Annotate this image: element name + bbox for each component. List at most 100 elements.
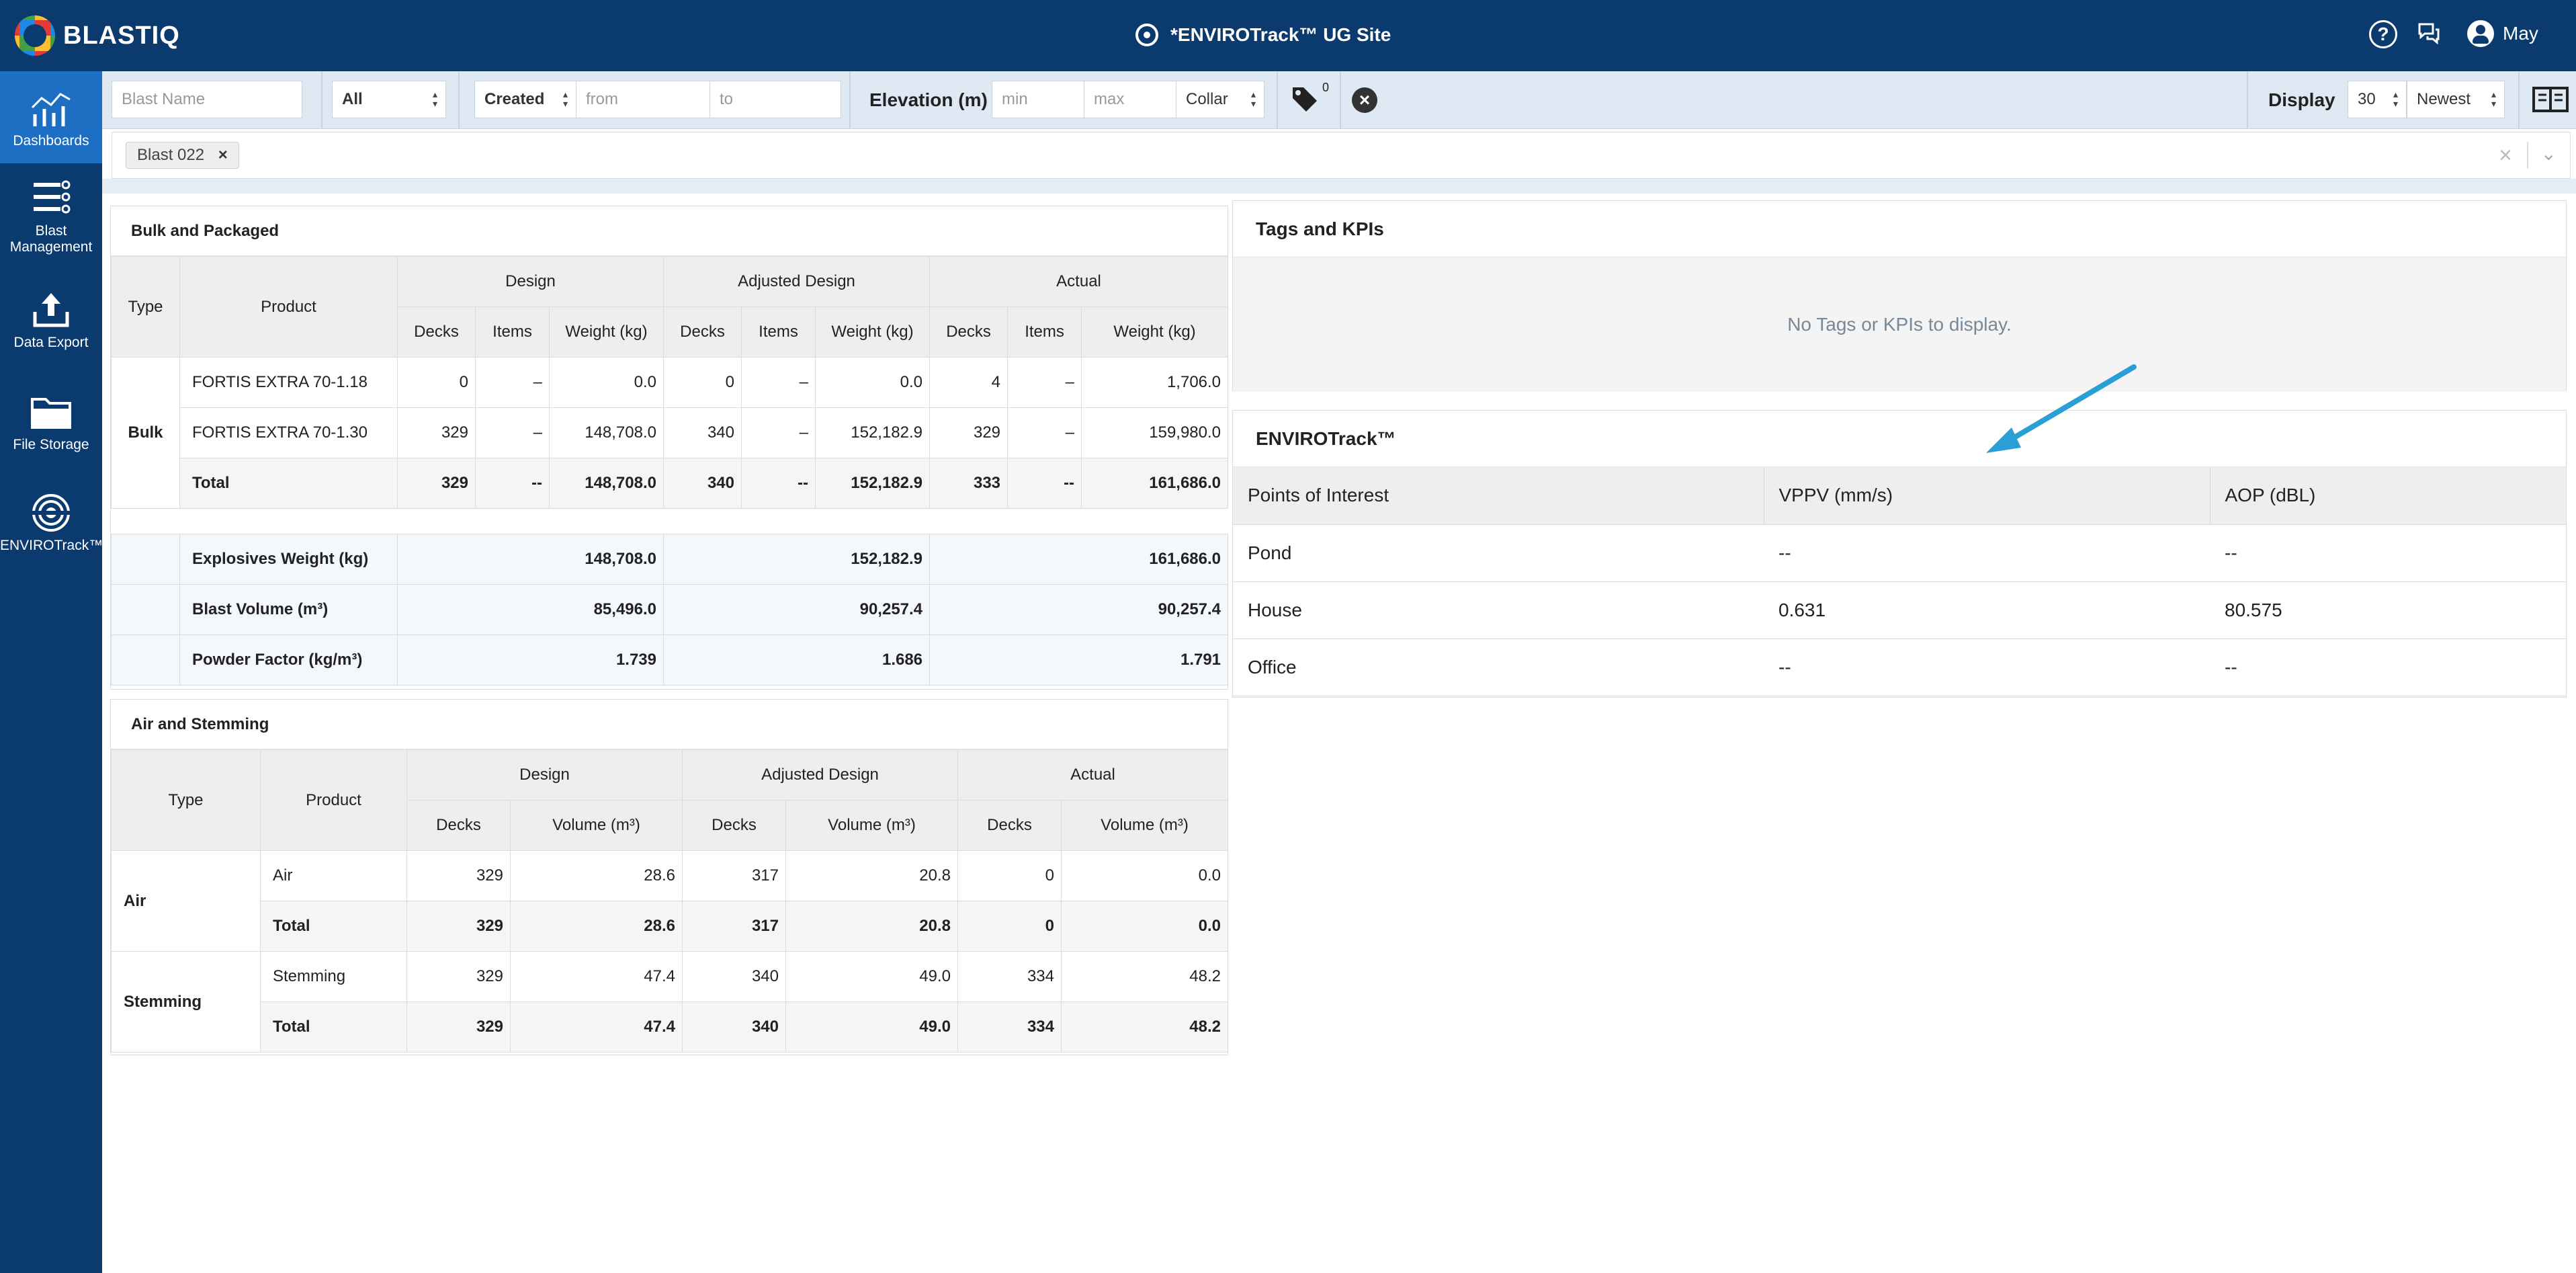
cell: 1.791 xyxy=(929,634,1229,686)
summary-label: Blast Volume (m³) xyxy=(179,584,398,635)
cell: 20.8 xyxy=(785,901,958,952)
sidebar-item-dashboards[interactable]: Dashboards xyxy=(0,71,102,163)
sidebar-item-envirotrack[interactable]: ENVIROTrack™ xyxy=(0,493,103,554)
col-decks: Decks xyxy=(397,306,476,358)
chip-label: Blast 022 xyxy=(137,146,205,164)
chip-remove-icon[interactable]: × xyxy=(218,146,228,164)
sidebar: Dashboards Blast Management Data Export … xyxy=(0,71,103,1273)
cell: 0.631 xyxy=(1764,581,2210,639)
site-title: *ENVIROTrack™ UG Site xyxy=(1170,24,1391,45)
cell: -- xyxy=(1764,524,2210,582)
app-logo[interactable]: BLASTIQ xyxy=(15,15,180,56)
filter-divider xyxy=(2518,71,2520,129)
cell: 47.4 xyxy=(510,951,683,1002)
elevation-min-input[interactable]: min xyxy=(992,81,1084,118)
cell: 0 xyxy=(397,357,476,408)
user-name[interactable]: May xyxy=(2503,23,2538,44)
cell: 161,686.0 xyxy=(929,534,1229,585)
location-target-icon xyxy=(1135,24,1158,46)
table-row: Office -- -- xyxy=(1233,639,2566,696)
table-row: Pond -- -- xyxy=(1233,524,2566,582)
col-actual: Actual xyxy=(929,256,1229,307)
cell: 148,708.0 xyxy=(549,458,664,509)
summary-row: Powder Factor (kg/m³) 1.739 1.686 1.791 xyxy=(111,634,1229,686)
cell: 161,686.0 xyxy=(1081,458,1229,509)
site-selector[interactable]: *ENVIROTrack™ UG Site xyxy=(1135,17,1391,52)
product-cell: Total xyxy=(260,1001,407,1053)
table-row: Air Air 329 28.6 317 20.8 0 0.0 xyxy=(111,850,1229,952)
elevation-label: Elevation (m) xyxy=(869,89,988,110)
selected-blasts-field[interactable]: Blast 022 × × ⌄ xyxy=(112,132,2571,179)
envirotrack-panel: ENVIROTrack™ Points of Interest VPPV (mm… xyxy=(1232,410,2567,698)
cell: 48.2 xyxy=(1060,951,1229,1002)
col-points-of-interest: Points of Interest xyxy=(1233,467,1764,525)
col-type: Type xyxy=(111,256,180,358)
help-icon[interactable]: ? xyxy=(2369,20,2397,48)
date-field-select[interactable]: Created xyxy=(474,81,576,118)
filter-divider xyxy=(849,71,851,129)
file-storage-icon xyxy=(28,393,74,432)
filter-divider xyxy=(458,71,460,129)
sidebar-item-file-storage[interactable]: File Storage xyxy=(0,393,102,453)
summary-row: Blast Volume (m³) 85,496.0 90,257.4 90,2… xyxy=(111,584,1229,635)
tags-kpis-panel: Tags and KPIs No Tags or KPIs to display… xyxy=(1232,200,2567,392)
panel-title: Air and Stemming xyxy=(111,700,1228,749)
support-chat-icon[interactable] xyxy=(2415,20,2442,47)
sort-order-select[interactable]: Newest xyxy=(2407,81,2505,118)
cell: 85,496.0 xyxy=(397,584,664,635)
cell: 0.0 xyxy=(1060,850,1229,901)
cell: – xyxy=(475,407,550,458)
total-row: Total 329 28.6 317 20.8 0 0.0 xyxy=(112,901,1229,952)
summary-label: Powder Factor (kg/m³) xyxy=(179,634,398,686)
product-cell: Stemming xyxy=(260,951,407,1002)
panel-title: ENVIROTrack™ xyxy=(1233,411,2566,467)
tag-count: 0 xyxy=(1322,81,1330,94)
col-items: Items xyxy=(1007,306,1082,358)
cell: 28.6 xyxy=(510,901,683,952)
air-stemming-table: Type Product Design Adjusted Design Actu… xyxy=(111,749,1229,1053)
cell: – xyxy=(475,357,550,408)
tag-filter-icon[interactable] xyxy=(1290,85,1320,114)
cell: 317 xyxy=(682,901,786,952)
cell: 340 xyxy=(663,407,742,458)
col-design: Design xyxy=(406,749,683,800)
cell: 152,182.9 xyxy=(814,407,931,458)
clear-filters-icon[interactable]: × xyxy=(1352,87,1381,117)
chiprow-divider xyxy=(2527,142,2528,169)
status-select[interactable]: All xyxy=(332,81,446,118)
poi-cell: Pond xyxy=(1233,524,1764,582)
cell: -- xyxy=(475,458,550,509)
cell: 329 xyxy=(406,1001,511,1053)
panel-title: Tags and KPIs xyxy=(1233,201,2566,257)
product-cell: Air xyxy=(260,850,407,901)
blank-cell xyxy=(111,534,180,585)
sidebar-item-data-export[interactable]: Data Export xyxy=(0,290,102,351)
elevation-reference-select[interactable]: Collar xyxy=(1176,81,1264,118)
cell: 148,708.0 xyxy=(549,407,664,458)
chevron-down-icon[interactable]: ⌄ xyxy=(2540,143,2557,164)
filter-divider xyxy=(1340,71,1341,129)
cell: 329 xyxy=(397,458,476,509)
cell: – xyxy=(741,407,816,458)
date-to-input[interactable]: to xyxy=(710,81,841,118)
blank-cell xyxy=(111,584,180,635)
col-volume: Volume (m³) xyxy=(1060,800,1229,851)
sidebar-item-label: File Storage xyxy=(13,437,89,452)
col-decks: Decks xyxy=(957,800,1062,851)
product-cell: Total xyxy=(260,901,407,952)
logo-text: BLASTIQ xyxy=(63,21,180,50)
cell: – xyxy=(741,357,816,408)
user-avatar-icon[interactable] xyxy=(2467,20,2494,47)
date-from-input[interactable]: from xyxy=(576,81,710,118)
clear-selection-icon[interactable]: × xyxy=(2499,142,2512,168)
column-view-icon[interactable] xyxy=(2532,85,2569,114)
display-count-select[interactable]: 30 xyxy=(2348,81,2407,118)
sidebar-item-blast-management[interactable]: Blast Management xyxy=(0,179,102,255)
cell: – xyxy=(1007,407,1082,458)
blast-chip[interactable]: Blast 022 × xyxy=(126,142,239,169)
spacer-cell xyxy=(111,508,1228,534)
blast-name-input[interactable]: Blast Name xyxy=(112,81,302,118)
cell: 0 xyxy=(663,357,742,408)
elevation-max-input[interactable]: max xyxy=(1084,81,1176,118)
table-row: Stemming Stemming 329 47.4 340 49.0 334 … xyxy=(111,951,1229,1053)
